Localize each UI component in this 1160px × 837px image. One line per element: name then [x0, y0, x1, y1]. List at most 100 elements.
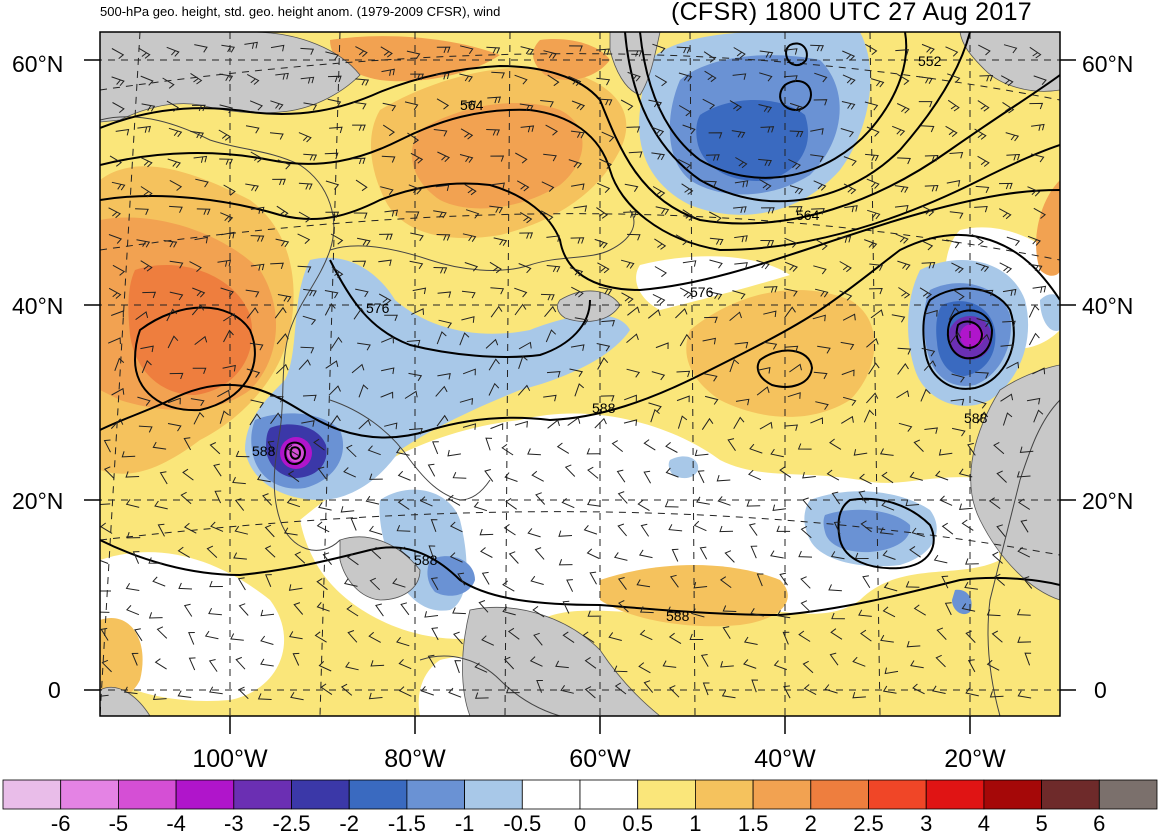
- colorbar-tick-label: 1.5: [737, 811, 769, 836]
- wind-barb: [759, 179, 772, 191]
- wind-barb: [958, 468, 973, 478]
- wind-barb: [618, 600, 629, 613]
- wind-barb: [690, 608, 705, 618]
- wind-barb: [357, 237, 371, 247]
- wind-barb: [435, 184, 450, 192]
- wind-barb: [195, 178, 209, 188]
- wind-barb: [759, 72, 773, 82]
- wind-barb: [991, 551, 1003, 564]
- wind-barb: [380, 367, 395, 375]
- wind-barb: [600, 395, 615, 402]
- wind-barb: [800, 576, 811, 589]
- colorbar-tick-label: 3: [920, 811, 933, 836]
- wind-barb: [340, 506, 355, 513]
- wind-barb: [547, 419, 560, 429]
- wind-barb: [654, 266, 667, 278]
- wind-barb: [965, 687, 979, 697]
- wind-barb: [100, 611, 110, 613]
- wind-barb: [235, 450, 250, 458]
- wind-barb: [637, 499, 650, 512]
- wind-barb: [260, 658, 274, 667]
- wind-barb: [169, 291, 184, 301]
- wind-barb: [233, 552, 247, 560]
- wind-barb: [571, 286, 584, 298]
- colorbar-tick-label: 0.5: [622, 811, 653, 836]
- wind-barb: [547, 74, 560, 87]
- wind-barb: [810, 128, 824, 135]
- wind-barb: [250, 206, 265, 214]
- wind-barb: [410, 232, 424, 242]
- wind-barb: [682, 124, 696, 135]
- wind-barb: [112, 102, 125, 113]
- wind-barb: [154, 500, 168, 510]
- wind-barb: [597, 262, 610, 274]
- wind-barb: [480, 547, 493, 558]
- contour-label: 564: [796, 207, 820, 223]
- wind-barb: [800, 525, 812, 539]
- wind-barb: [945, 125, 958, 137]
- wind-barb: [249, 342, 264, 351]
- wind-barb: [628, 50, 643, 57]
- wind-barb: [367, 445, 381, 456]
- wind-barb: [668, 524, 683, 532]
- wind-barb: [135, 208, 149, 215]
- wind-barb: [449, 521, 463, 533]
- wind-barb: [912, 683, 925, 695]
- wind-barb: [1028, 263, 1043, 272]
- contour-label: 552: [918, 53, 942, 69]
- colorbar-box: [521, 779, 581, 810]
- wind-barb: [358, 419, 371, 430]
- wind-barb: [329, 126, 343, 134]
- wind-barb: [101, 659, 112, 673]
- wind-barb: [404, 390, 418, 399]
- wind-barb: [436, 414, 449, 427]
- wind-barb: [621, 292, 634, 304]
- wind-barb: [220, 212, 234, 223]
- wind-barb: [508, 551, 519, 564]
- wind-barb: [208, 659, 218, 672]
- wind-barb: [490, 423, 504, 430]
- wind-barb: [437, 372, 451, 380]
- wind-barb: [734, 262, 748, 269]
- wind-barb: [802, 471, 816, 479]
- wind-barb: [183, 522, 197, 534]
- wind-barb: [346, 553, 359, 566]
- wind-barb: [627, 71, 641, 82]
- wind-barb: [188, 657, 196, 671]
- wind-barb: [974, 128, 987, 140]
- wind-barb: [177, 690, 192, 698]
- wind-barb: [859, 473, 872, 485]
- wind-barb: [452, 607, 466, 615]
- wind-barb: [681, 183, 694, 195]
- wind-barb: [369, 577, 381, 591]
- colorbar-tick-label: 1: [689, 811, 702, 836]
- wind-barb: [944, 602, 952, 616]
- wind-barb: [125, 499, 140, 508]
- wind-barb: [833, 521, 841, 535]
- wind-barb: [564, 464, 576, 477]
- wind-barb: [543, 50, 557, 59]
- wind-barb: [617, 491, 628, 504]
- wind-barb: [139, 156, 153, 168]
- wind-barb: [452, 471, 467, 479]
- wind-barb: [183, 437, 192, 451]
- wind-barb: [842, 50, 856, 61]
- wind-barb: [654, 75, 668, 87]
- wind-barb: [352, 124, 366, 131]
- wind-barb: [407, 132, 420, 145]
- wind-barb: [624, 183, 639, 192]
- wind-barb: [582, 631, 595, 643]
- wind-barb: [392, 578, 406, 588]
- wind-barb: [709, 259, 723, 269]
- wind-barb: [221, 44, 236, 53]
- wind-barb: [788, 158, 801, 170]
- wind-barb: [568, 159, 583, 169]
- wind-barb: [302, 394, 317, 402]
- wind-barb: [555, 660, 569, 669]
- wind-barb: [167, 335, 179, 349]
- wind-barb: [584, 656, 597, 669]
- wind-barb: [270, 44, 285, 52]
- wind-barb: [286, 444, 299, 456]
- wind-barb: [815, 401, 829, 410]
- wind-barb: [897, 73, 910, 85]
